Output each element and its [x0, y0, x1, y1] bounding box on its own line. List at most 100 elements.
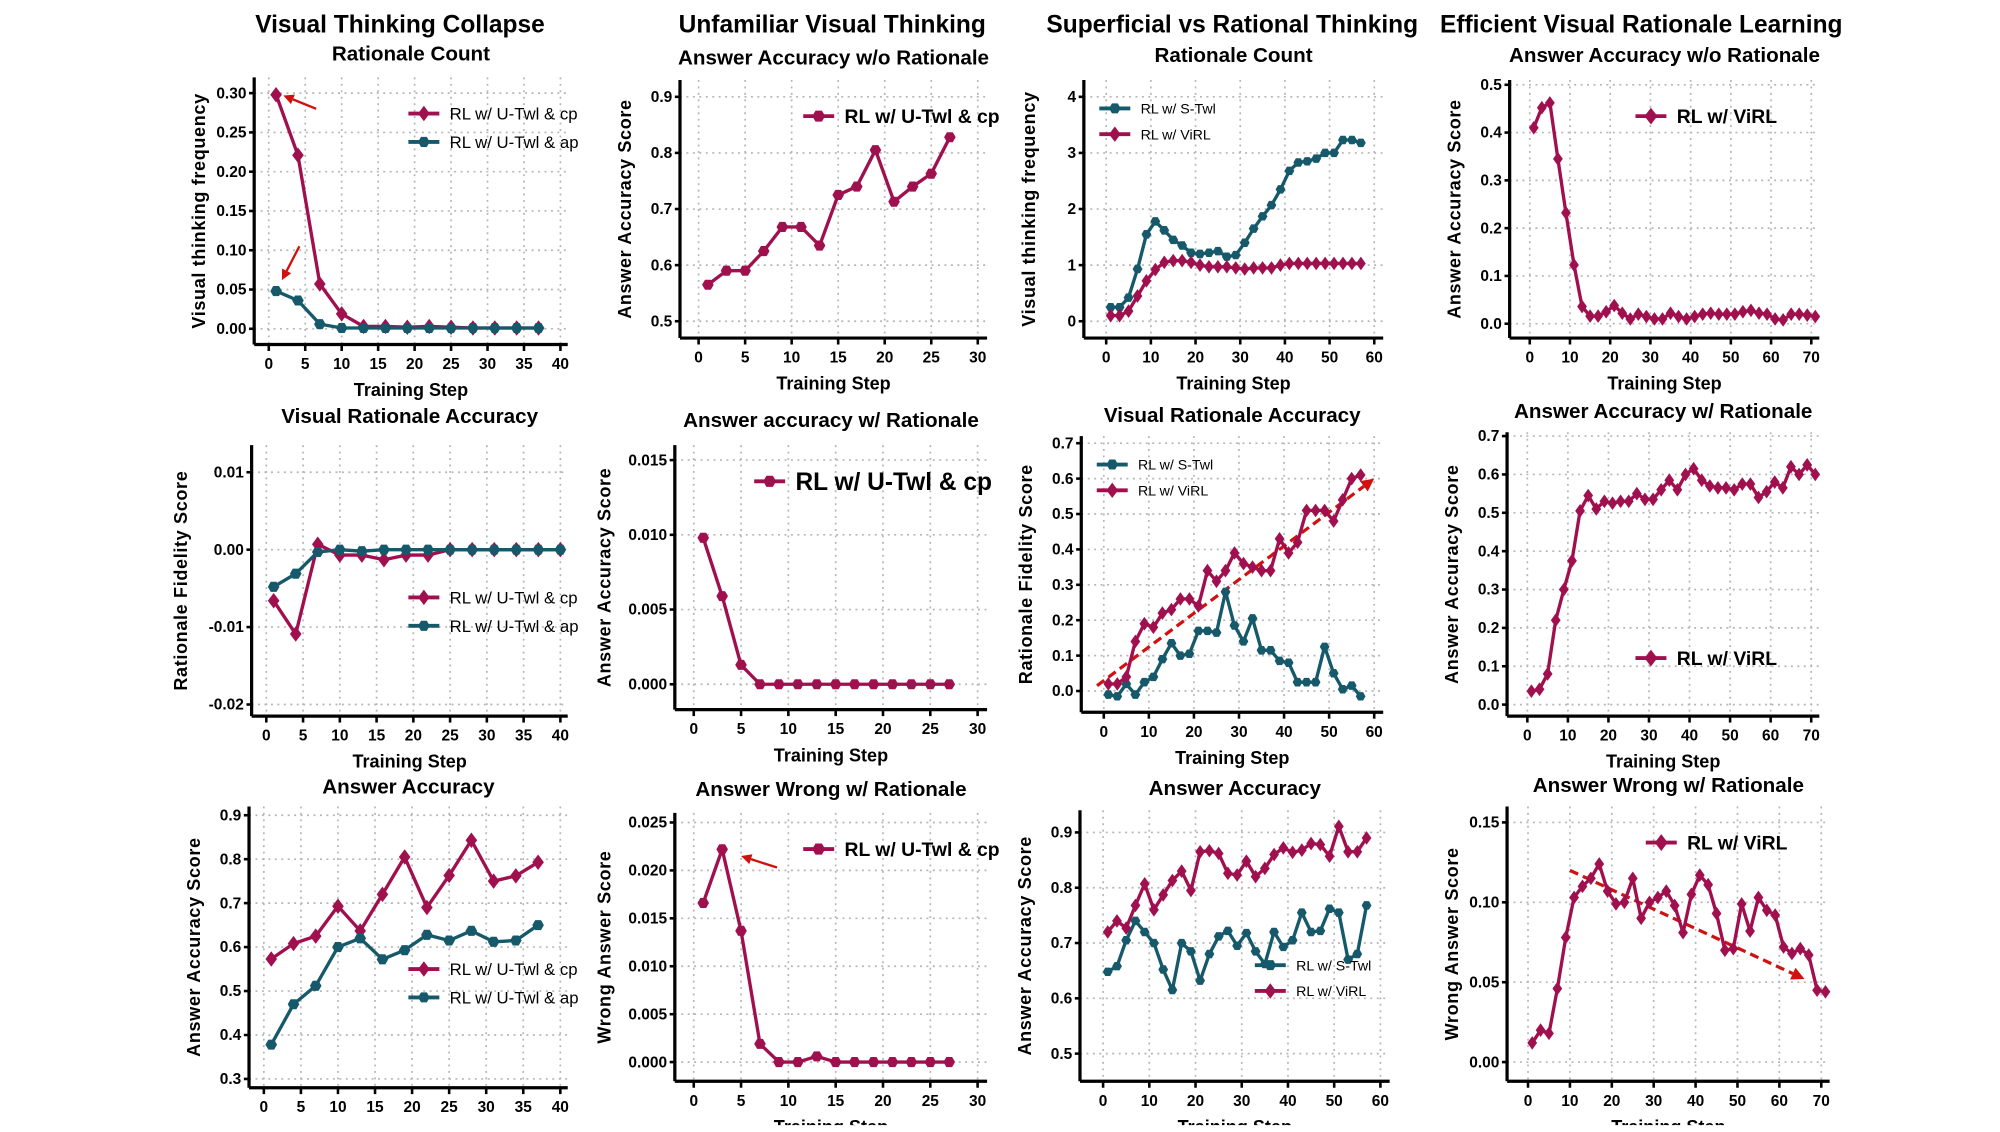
chart-title: Answer Accuracy	[1149, 777, 1322, 800]
data-point	[735, 659, 747, 670]
data-point	[1361, 901, 1372, 910]
data-point	[944, 132, 956, 143]
data-point	[467, 322, 479, 334]
data-point	[265, 951, 278, 967]
data-point	[1673, 309, 1684, 324]
y-tick-label: 0.0	[1480, 316, 1502, 333]
data-point	[1720, 943, 1730, 958]
data-point	[1753, 890, 1764, 905]
data-point	[1239, 262, 1250, 276]
data-point	[1247, 614, 1258, 623]
data-point	[716, 591, 728, 602]
data-point	[1657, 312, 1668, 326]
y-tick-label: 0.15	[1469, 815, 1500, 832]
data-point	[1343, 955, 1354, 964]
data-point	[1193, 599, 1204, 613]
data-point	[1157, 606, 1168, 620]
data-point	[1186, 255, 1196, 270]
y-tick-label: 0.4	[1478, 543, 1500, 560]
data-point	[1333, 819, 1344, 834]
data-point	[1102, 925, 1113, 939]
data-point	[1347, 135, 1357, 145]
x-tick-label: 25	[441, 1099, 459, 1116]
x-tick-label: 15	[830, 350, 848, 367]
data-point	[309, 980, 322, 991]
data-point	[1256, 646, 1267, 655]
data-point	[1204, 843, 1215, 858]
data-point	[1296, 843, 1307, 857]
data-point	[1130, 916, 1141, 926]
x-tick-label: 25	[442, 356, 460, 373]
data-point	[867, 1057, 880, 1068]
legend-label: RL w/ ViRL	[1138, 483, 1208, 499]
data-point	[754, 1038, 766, 1049]
legend-label: RL w/ ViRL	[1296, 984, 1366, 1000]
data-point	[1202, 626, 1213, 636]
data-point	[1112, 962, 1122, 971]
y-tick-label: 0.5	[1478, 505, 1500, 522]
data-point	[1352, 844, 1363, 859]
x-tick-label: 25	[923, 350, 941, 367]
chart-panel-3: Rationale Count 0 10 20 30 40 50 60 0 1 2 3 4 Trainin…	[1019, 44, 1384, 394]
x-tick-label: 0	[262, 728, 271, 745]
data-point	[1656, 482, 1667, 497]
data-point	[444, 544, 456, 555]
x-tick-label: 30	[969, 721, 986, 738]
y-tick-label: 0.9	[1051, 825, 1073, 842]
x-tick-label: 40	[1275, 724, 1292, 741]
data-point	[1680, 467, 1691, 482]
legend-marker	[418, 105, 430, 122]
data-point	[757, 246, 770, 257]
data-point	[1195, 258, 1205, 272]
annotation-arrow-head	[283, 94, 295, 105]
legend-label: RL w/ U-Twl & cp	[845, 839, 1000, 861]
data-point	[1585, 871, 1596, 886]
data-point	[1204, 248, 1214, 258]
y-axis-label: Visual thinking frequency	[189, 93, 209, 328]
data-point	[1168, 235, 1179, 245]
y-tick-label: 0.1	[1052, 648, 1074, 665]
data-point	[1157, 654, 1168, 664]
data-point	[1177, 253, 1188, 268]
x-axis-label: Training Step	[1176, 374, 1290, 394]
legend-label: RL w/ U-Twl & cp	[795, 469, 991, 496]
data-point	[925, 168, 938, 179]
chart-panel-7: Visual Rationale Accuracy 0 10 20 30 40 50 60 0.…	[1016, 404, 1384, 768]
data-point	[776, 221, 789, 232]
data-point	[270, 86, 282, 103]
data-point	[1278, 942, 1289, 952]
data-point	[1569, 890, 1580, 905]
chart-title: Answer accuracy w/ Rationale	[683, 409, 979, 432]
data-point	[1665, 306, 1676, 321]
data-point	[487, 936, 500, 947]
trend-arrow-head	[1790, 967, 1805, 980]
legend-label: RL w/ U-Twl & cp	[450, 588, 578, 607]
x-tick-label: 25	[922, 1093, 940, 1110]
data-point	[1678, 925, 1688, 940]
y-axis-label: Answer Accuracy Score	[1015, 836, 1035, 1056]
data-point	[739, 265, 751, 276]
x-axis-label: Training Step	[354, 380, 468, 400]
data-point	[376, 886, 389, 903]
legend-marker	[418, 961, 430, 977]
data-point	[1569, 258, 1579, 272]
data-point	[311, 546, 324, 558]
x-tick-label: 40	[1276, 350, 1293, 367]
data-point	[1787, 946, 1797, 961]
x-tick-label: 5	[737, 1093, 746, 1110]
data-point	[1544, 1026, 1554, 1041]
chart-panel-6: Answer accuracy w/ Rationale 0 5 10 15 20 25 30…	[594, 409, 992, 765]
data-point	[1320, 256, 1331, 271]
legend: RL w/ ViRL	[1635, 106, 1777, 128]
series-rl-w-u-twl-cp	[697, 532, 956, 690]
data-point	[309, 928, 322, 944]
chart-title: Answer Accuracy w/o Rationale	[1509, 44, 1820, 67]
annotation-arrow-head	[281, 268, 292, 281]
x-tick-label: 20	[1187, 350, 1204, 367]
x-tick-label: 30	[1640, 728, 1657, 745]
chart-title: Visual Rationale Accuracy	[281, 405, 538, 428]
x-axis-label: Training Step	[776, 374, 890, 394]
data-point	[1607, 496, 1618, 511]
chart-title: Answer Wrong w/ Rationale	[695, 778, 966, 801]
data-point	[1241, 928, 1252, 938]
